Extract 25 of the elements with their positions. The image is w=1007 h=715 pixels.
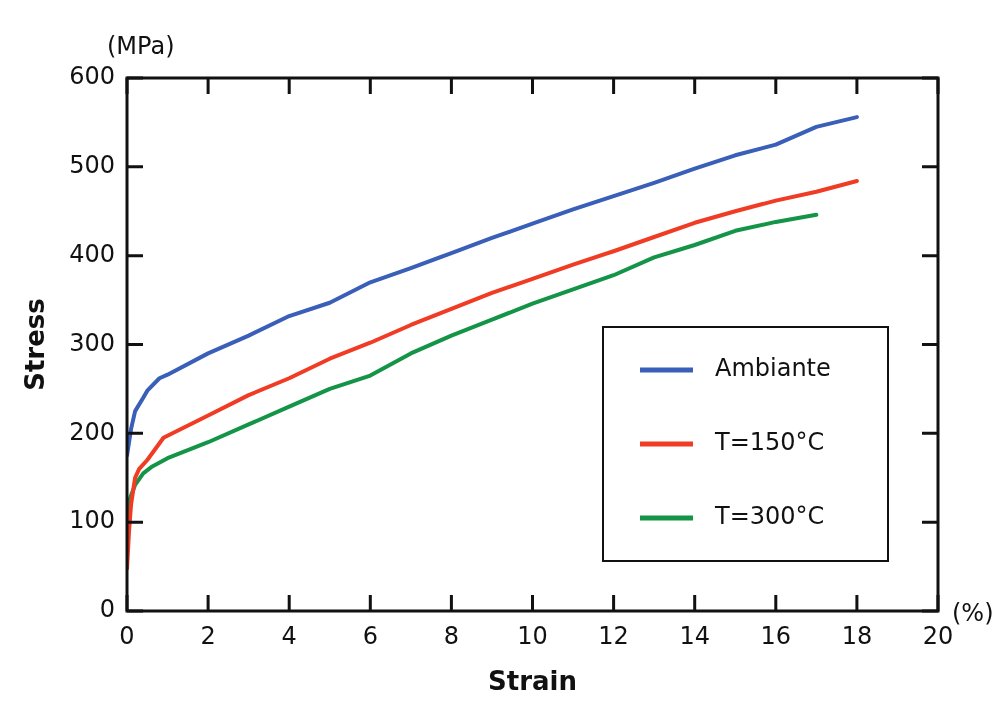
- y-tick-label: 0: [99, 595, 116, 624]
- legend-label: T=300°C: [714, 502, 825, 531]
- y-tick-label: 100: [69, 506, 116, 535]
- x-tick-label: 12: [598, 621, 629, 650]
- x-tick-label: 16: [760, 621, 792, 650]
- y-tick-label: 600: [69, 62, 116, 91]
- x-tick-label: 2: [200, 621, 216, 650]
- x-tick-label: 8: [443, 621, 460, 650]
- y-tick-label: 300: [69, 328, 116, 357]
- x-tick-label: 4: [281, 621, 297, 650]
- y-tick-label: 200: [69, 417, 116, 446]
- x-tick-label: 18: [841, 621, 873, 650]
- y-tick-label: 400: [69, 239, 116, 268]
- x-tick-label: 10: [517, 621, 548, 650]
- x-tick-label: 20: [922, 621, 954, 650]
- legend-label: T=150°C: [714, 428, 825, 457]
- text: (%): [952, 599, 994, 628]
- x-tick-label: 6: [362, 621, 378, 650]
- y-tick-label: 500: [69, 151, 116, 180]
- y-axis-title: Stress: [20, 298, 51, 391]
- x-tick-label: 14: [679, 621, 710, 650]
- text: (MPa): [107, 32, 175, 61]
- x-axis-title: Strain: [488, 666, 577, 697]
- legend-label: Ambiante: [715, 354, 831, 383]
- x-tick-label: 0: [119, 621, 135, 650]
